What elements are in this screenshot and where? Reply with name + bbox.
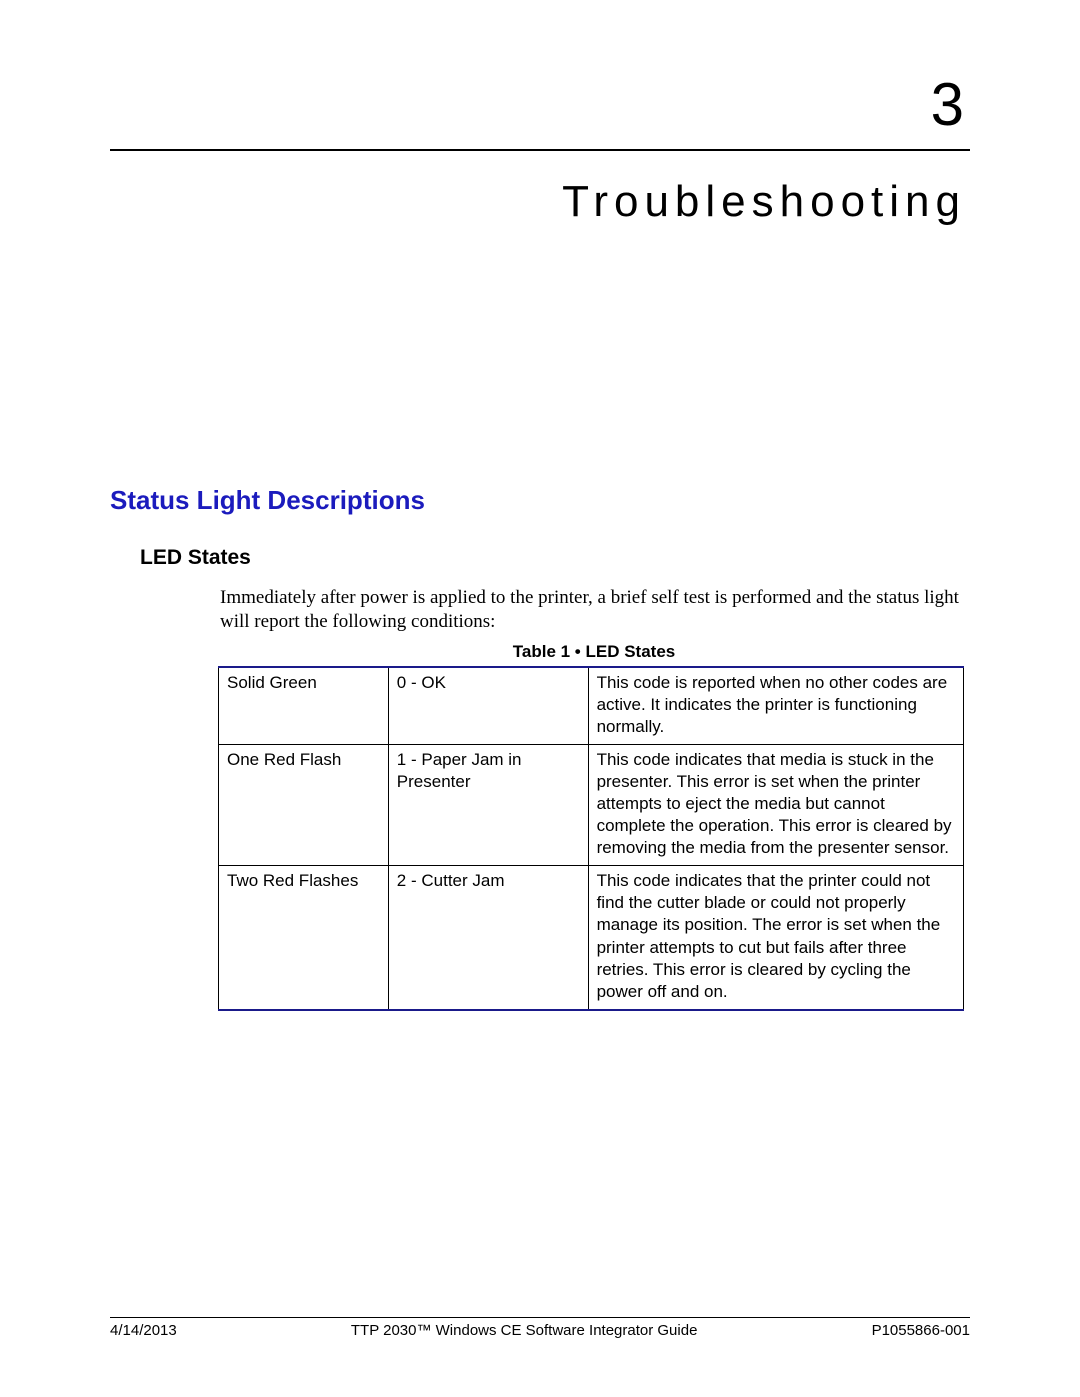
table-caption: Table 1 • LED States [218, 642, 970, 662]
table-cell-code: 1 - Paper Jam in Presenter [388, 744, 588, 865]
table-cell-state: Solid Green [219, 667, 389, 745]
table-cell-description: This code indicates that media is stuck … [588, 744, 963, 865]
chapter-rule [110, 149, 970, 151]
section-heading: Status Light Descriptions [110, 485, 970, 516]
page: 3 Troubleshooting Status Light Descripti… [0, 0, 1080, 1397]
table-row: Solid Green0 - OKThis code is reported w… [219, 667, 964, 745]
page-footer: 4/14/2013 TTP 2030™ Windows CE Software … [110, 1317, 970, 1339]
table-row: One Red Flash1 - Paper Jam in PresenterT… [219, 744, 964, 865]
subsection-heading: LED States [140, 546, 970, 570]
chapter-title: Troubleshooting [110, 177, 970, 227]
table-cell-state: One Red Flash [219, 744, 389, 865]
footer-date: 4/14/2013 [110, 1322, 177, 1339]
chapter-number: 3 [110, 70, 970, 139]
led-states-tbody: Solid Green0 - OKThis code is reported w… [219, 667, 964, 1010]
table-cell-state: Two Red Flashes [219, 866, 389, 1010]
footer-docnumber: P1055866-001 [872, 1322, 970, 1339]
table-cell-code: 2 - Cutter Jam [388, 866, 588, 1010]
table-row: Two Red Flashes2 - Cutter JamThis code i… [219, 866, 964, 1010]
intro-paragraph: Immediately after power is applied to th… [220, 586, 970, 634]
table-cell-description: This code is reported when no other code… [588, 667, 963, 745]
table-cell-description: This code indicates that the printer cou… [588, 866, 963, 1010]
table-cell-code: 0 - OK [388, 667, 588, 745]
footer-rule [110, 1317, 970, 1318]
led-states-table: Solid Green0 - OKThis code is reported w… [218, 666, 964, 1011]
footer-title: TTP 2030™ Windows CE Software Integrator… [177, 1322, 872, 1339]
